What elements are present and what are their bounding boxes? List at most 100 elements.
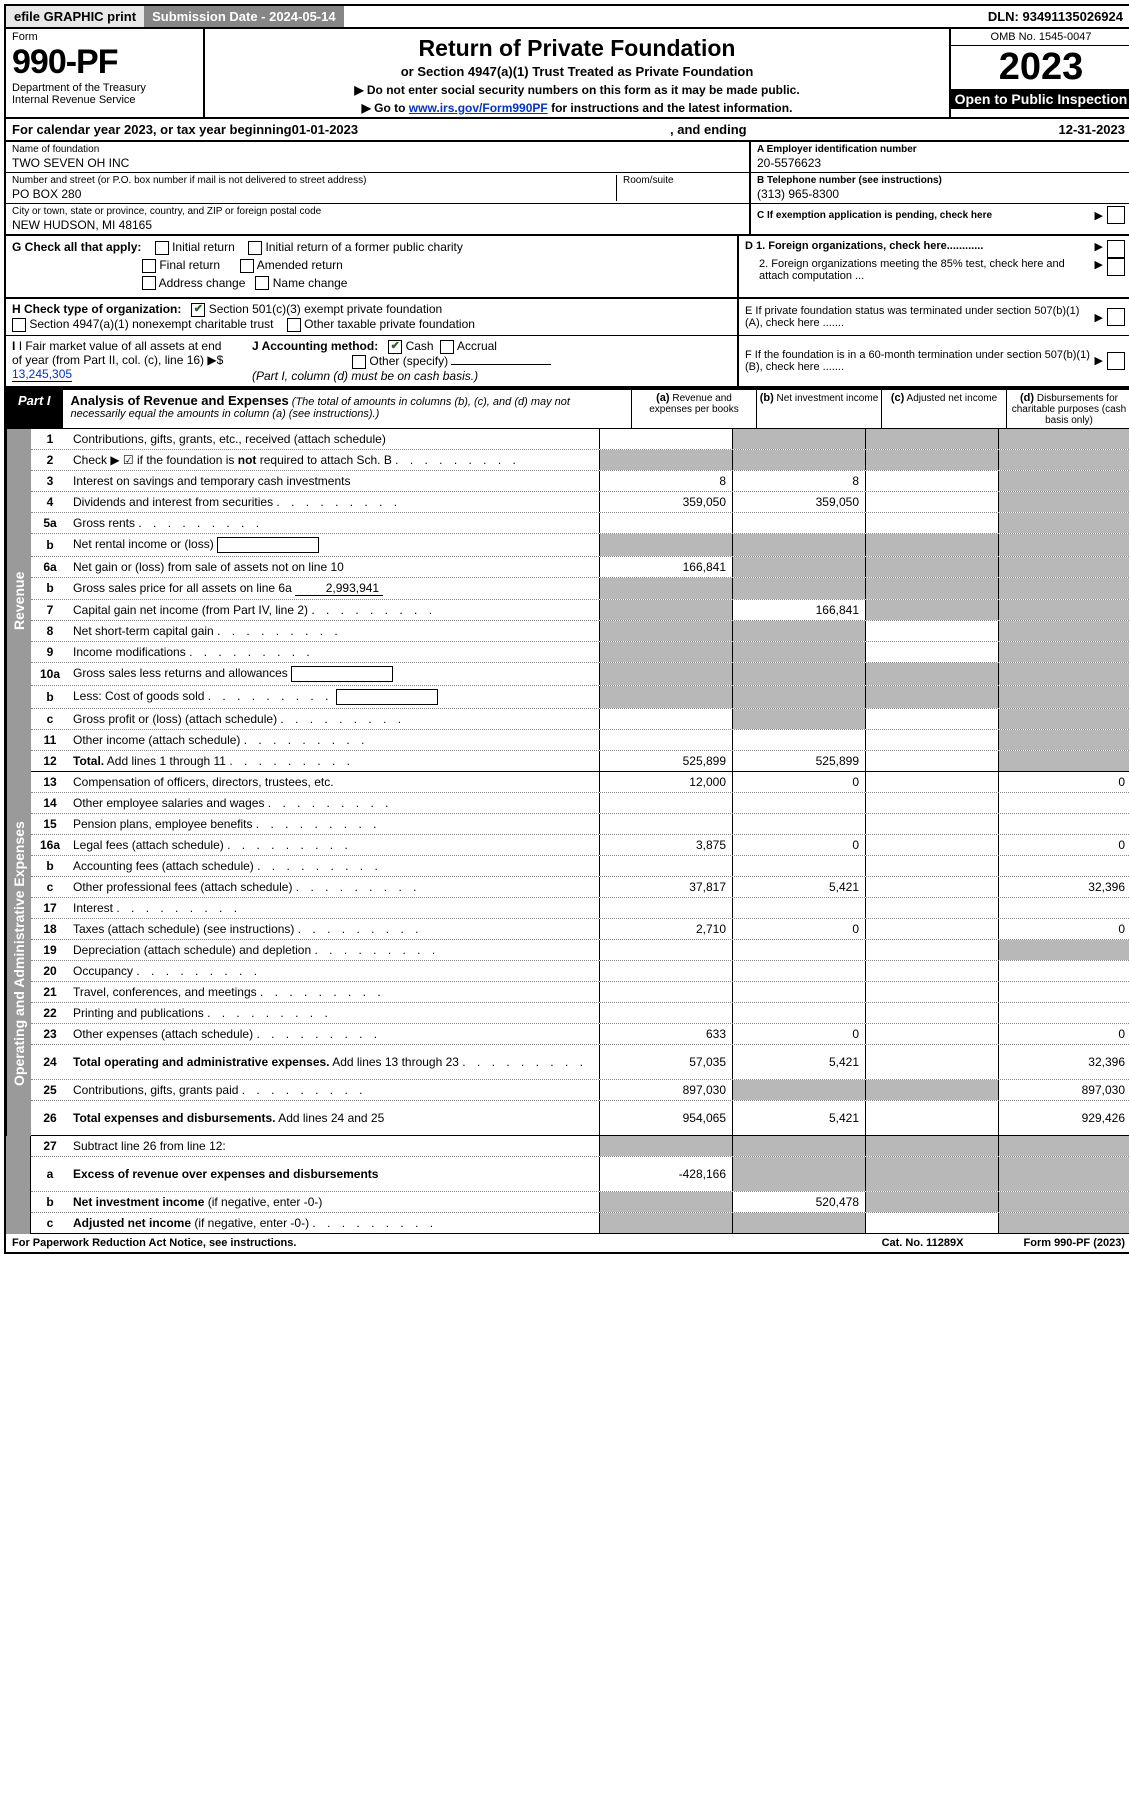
other-specify-line[interactable] bbox=[451, 364, 551, 365]
dln: DLN: 93491135026924 bbox=[980, 6, 1129, 27]
cell-d bbox=[998, 751, 1129, 771]
room-label: Room/suite bbox=[623, 175, 743, 186]
cell-a: 12,000 bbox=[599, 772, 732, 792]
irs: Internal Revenue Service bbox=[12, 94, 197, 106]
g-opt-1: Initial return of a former public charit… bbox=[265, 240, 462, 254]
line-number: 7 bbox=[31, 600, 69, 620]
line-row: bNet investment income (if negative, ent… bbox=[31, 1192, 1129, 1213]
line-row: 23Other expenses (attach schedule) . . .… bbox=[31, 1024, 1129, 1045]
cell-d bbox=[998, 1157, 1129, 1191]
checkbox-final-return[interactable] bbox=[142, 259, 156, 273]
cell-a: 359,050 bbox=[599, 492, 732, 512]
cell-c bbox=[865, 856, 998, 876]
part-description: Analysis of Revenue and Expenses (The to… bbox=[63, 390, 631, 428]
col-c-key: (c) bbox=[891, 392, 904, 404]
checkbox-cash[interactable]: ✔ bbox=[388, 340, 402, 354]
cell-a bbox=[599, 793, 732, 813]
d2-row: 2. Foreign organizations meeting the 85%… bbox=[745, 258, 1125, 282]
line-number: b bbox=[31, 535, 69, 555]
line-description: Less: Cost of goods sold . . . . . . . .… bbox=[69, 686, 599, 708]
checkbox-other-method[interactable] bbox=[352, 355, 366, 369]
cell-a: 57,035 bbox=[599, 1045, 732, 1079]
line-row: bLess: Cost of goods sold . . . . . . . … bbox=[31, 686, 1129, 709]
checkbox-501c3[interactable]: ✔ bbox=[191, 303, 205, 317]
line-row: 25Contributions, gifts, grants paid . . … bbox=[31, 1080, 1129, 1101]
rows-container: Revenue1Contributions, gifts, grants, et… bbox=[4, 429, 1129, 1234]
cell-b bbox=[732, 450, 865, 470]
efile-label[interactable]: efile GRAPHIC print bbox=[6, 6, 144, 27]
line-description: Other professional fees (attach schedule… bbox=[69, 877, 599, 897]
phone-cell: B Telephone number (see instructions) (3… bbox=[751, 173, 1129, 204]
j-opt-1: Accrual bbox=[457, 339, 497, 353]
cell-b: 0 bbox=[732, 835, 865, 855]
line-number: 17 bbox=[31, 898, 69, 918]
cell-d bbox=[998, 709, 1129, 729]
form-title: Return of Private Foundation bbox=[215, 35, 939, 62]
checkbox-f[interactable] bbox=[1107, 352, 1125, 370]
dept: Department of the Treasury bbox=[12, 82, 197, 94]
col-c-head: (c) Adjusted net income bbox=[881, 390, 1006, 428]
line-description: Net gain or (loss) from sale of assets n… bbox=[69, 557, 599, 577]
line-description: Excess of revenue over expenses and disb… bbox=[69, 1164, 599, 1184]
cell-b: 0 bbox=[732, 1024, 865, 1044]
cell-c bbox=[865, 663, 998, 685]
cell-b bbox=[732, 429, 865, 449]
cell-b bbox=[732, 513, 865, 533]
checkbox-address-change[interactable] bbox=[142, 276, 156, 290]
cell-a bbox=[599, 1192, 732, 1212]
cell-d bbox=[998, 814, 1129, 834]
header-right: OMB No. 1545-0047 2023 Open to Public In… bbox=[949, 29, 1129, 117]
cell-b bbox=[732, 534, 865, 556]
checkbox-other-taxable[interactable] bbox=[287, 318, 301, 332]
cell-b bbox=[732, 642, 865, 662]
line-row: 8Net short-term capital gain . . . . . .… bbox=[31, 621, 1129, 642]
line-row: 24Total operating and administrative exp… bbox=[31, 1045, 1129, 1080]
cell-c bbox=[865, 621, 998, 641]
cell-b bbox=[732, 982, 865, 1002]
line-number: 6a bbox=[31, 557, 69, 577]
line-row: 6aNet gain or (loss) from sale of assets… bbox=[31, 557, 1129, 578]
cell-a: -428,166 bbox=[599, 1157, 732, 1191]
cell-c bbox=[865, 450, 998, 470]
line-number: b bbox=[31, 1192, 69, 1212]
checkbox-d1[interactable] bbox=[1107, 240, 1125, 258]
col-b-text: Net investment income bbox=[777, 393, 879, 404]
line-description: Net rental income or (loss) bbox=[69, 534, 599, 556]
line-row: 10aGross sales less returns and allowanc… bbox=[31, 663, 1129, 686]
line-number: 12 bbox=[31, 751, 69, 771]
checkbox-name-change[interactable] bbox=[255, 276, 269, 290]
checkbox-4947[interactable] bbox=[12, 318, 26, 332]
checkbox-initial-former[interactable] bbox=[248, 241, 262, 255]
line-number: 9 bbox=[31, 642, 69, 662]
cell-c bbox=[865, 793, 998, 813]
cell-d bbox=[998, 940, 1129, 960]
checkbox-initial-return[interactable] bbox=[155, 241, 169, 255]
checkbox-e[interactable] bbox=[1107, 308, 1125, 326]
cell-c bbox=[865, 1003, 998, 1023]
line-number: c bbox=[31, 709, 69, 729]
line-number: a bbox=[31, 1164, 69, 1184]
cell-b bbox=[732, 730, 865, 750]
cell-c bbox=[865, 578, 998, 599]
j-note: (Part I, column (d) must be on cash basi… bbox=[252, 369, 478, 383]
cell-d bbox=[998, 450, 1129, 470]
checkbox-amended-return[interactable] bbox=[240, 259, 254, 273]
checkbox-d2[interactable] bbox=[1107, 258, 1125, 276]
cell-a: 8 bbox=[599, 471, 732, 491]
line-description: Compensation of officers, directors, tru… bbox=[69, 772, 599, 792]
line-description: Interest on savings and temporary cash i… bbox=[69, 471, 599, 491]
checkbox-c[interactable] bbox=[1107, 206, 1125, 224]
irs-link[interactable]: www.irs.gov/Form990PF bbox=[409, 101, 548, 115]
cell-c bbox=[865, 772, 998, 792]
form-word: Form bbox=[12, 31, 197, 43]
line-row: 14Other employee salaries and wages . . … bbox=[31, 793, 1129, 814]
instruction-1: ▶ Do not enter social security numbers o… bbox=[215, 83, 939, 97]
checkbox-accrual[interactable] bbox=[440, 340, 454, 354]
cell-a bbox=[599, 940, 732, 960]
cell-a bbox=[599, 600, 732, 620]
cell-a bbox=[599, 686, 732, 708]
arrow-icon: ▶ bbox=[1095, 311, 1103, 324]
cell-d bbox=[998, 663, 1129, 685]
cell-b bbox=[732, 1213, 865, 1233]
line-number: 23 bbox=[31, 1024, 69, 1044]
